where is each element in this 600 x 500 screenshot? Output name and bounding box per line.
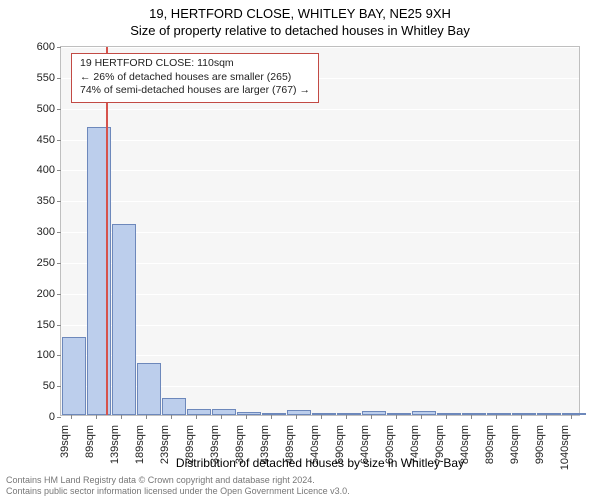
y-tick-label: 150 [37, 319, 55, 331]
x-tick-label: 39sqm [59, 425, 71, 458]
histogram-bar [162, 398, 186, 415]
footer-line2: Contains public sector information licen… [6, 486, 350, 497]
y-tick-mark [57, 47, 61, 48]
histogram-bar [512, 413, 536, 415]
x-tick-mark [521, 415, 522, 419]
grid-line [61, 232, 579, 233]
y-tick-label: 250 [37, 257, 55, 269]
histogram-bar [362, 411, 386, 415]
footer-line1: Contains HM Land Registry data © Crown c… [6, 475, 350, 486]
grid-line [61, 294, 579, 295]
histogram-bar [112, 224, 136, 415]
y-tick-mark [57, 325, 61, 326]
x-tick-mark [396, 415, 397, 419]
y-tick-label: 400 [37, 164, 55, 176]
y-tick-label: 50 [43, 380, 55, 392]
x-tick-mark [371, 415, 372, 419]
x-tick-mark [496, 415, 497, 419]
y-tick-mark [57, 294, 61, 295]
y-tick-label: 350 [37, 195, 55, 207]
annotation-line: 74% of semi-detached houses are larger (… [80, 84, 310, 98]
x-tick-mark [321, 415, 322, 419]
histogram-bar [387, 413, 411, 415]
histogram-bar [437, 413, 461, 415]
y-tick-mark [57, 140, 61, 141]
x-tick-mark [146, 415, 147, 419]
x-tick-mark [196, 415, 197, 419]
chart-container: 19, HERTFORD CLOSE, WHITLEY BAY, NE25 9X… [0, 0, 600, 500]
y-tick-label: 500 [37, 103, 55, 115]
y-tick-label: 0 [49, 411, 55, 423]
y-tick-label: 100 [37, 349, 55, 361]
histogram-bar [412, 411, 436, 415]
x-tick-label: 89sqm [84, 425, 96, 458]
grid-line [61, 325, 579, 326]
x-tick-mark [471, 415, 472, 419]
histogram-bar [137, 363, 161, 415]
y-tick-mark [57, 170, 61, 171]
y-tick-mark [57, 355, 61, 356]
grid-line [61, 170, 579, 171]
y-tick-label: 200 [37, 288, 55, 300]
grid-line [61, 355, 579, 356]
histogram-bar [187, 409, 211, 415]
x-axis-label: Distribution of detached houses by size … [60, 456, 580, 470]
histogram-bar [487, 413, 511, 415]
title-sub: Size of property relative to detached ho… [0, 21, 600, 38]
histogram-bar [337, 413, 361, 415]
y-tick-label: 300 [37, 226, 55, 238]
histogram-bar [287, 410, 311, 415]
y-tick-mark [57, 109, 61, 110]
y-tick-mark [57, 232, 61, 233]
x-tick-mark [96, 415, 97, 419]
x-tick-mark [171, 415, 172, 419]
y-tick-mark [57, 263, 61, 264]
x-tick-mark [546, 415, 547, 419]
plot-area: 05010015020025030035040045050055060039sq… [60, 46, 580, 416]
grid-line [61, 109, 579, 110]
histogram-bar [537, 413, 561, 415]
y-tick-label: 600 [37, 41, 55, 53]
annotation-line: ← 26% of detached houses are smaller (26… [80, 71, 310, 85]
x-tick-mark [71, 415, 72, 419]
footer: Contains HM Land Registry data © Crown c… [6, 475, 350, 497]
grid-line [61, 201, 579, 202]
x-tick-mark [346, 415, 347, 419]
grid-line [61, 263, 579, 264]
histogram-bar [562, 413, 586, 415]
y-tick-label: 550 [37, 72, 55, 84]
grid-line [61, 47, 579, 48]
histogram-bar [237, 412, 261, 415]
x-tick-mark [246, 415, 247, 419]
y-tick-label: 450 [37, 134, 55, 146]
x-tick-mark [421, 415, 422, 419]
histogram-bar [62, 337, 86, 415]
annotation-line: 19 HERTFORD CLOSE: 110sqm [80, 57, 310, 71]
annotation-box: 19 HERTFORD CLOSE: 110sqm← 26% of detach… [71, 53, 319, 103]
x-tick-mark [121, 415, 122, 419]
plot-wrap: 05010015020025030035040045050055060039sq… [60, 46, 580, 416]
histogram-bar [212, 409, 236, 415]
x-tick-mark [446, 415, 447, 419]
y-tick-mark [57, 78, 61, 79]
histogram-bar [262, 413, 286, 415]
x-tick-mark [271, 415, 272, 419]
y-tick-mark [57, 201, 61, 202]
x-tick-mark [221, 415, 222, 419]
x-tick-mark [296, 415, 297, 419]
histogram-bar [312, 413, 336, 415]
y-tick-mark [57, 417, 61, 418]
histogram-bar [462, 413, 486, 415]
grid-line [61, 140, 579, 141]
title-main: 19, HERTFORD CLOSE, WHITLEY BAY, NE25 9X… [0, 0, 600, 21]
grid-line [61, 417, 579, 418]
y-tick-mark [57, 386, 61, 387]
x-tick-mark [571, 415, 572, 419]
